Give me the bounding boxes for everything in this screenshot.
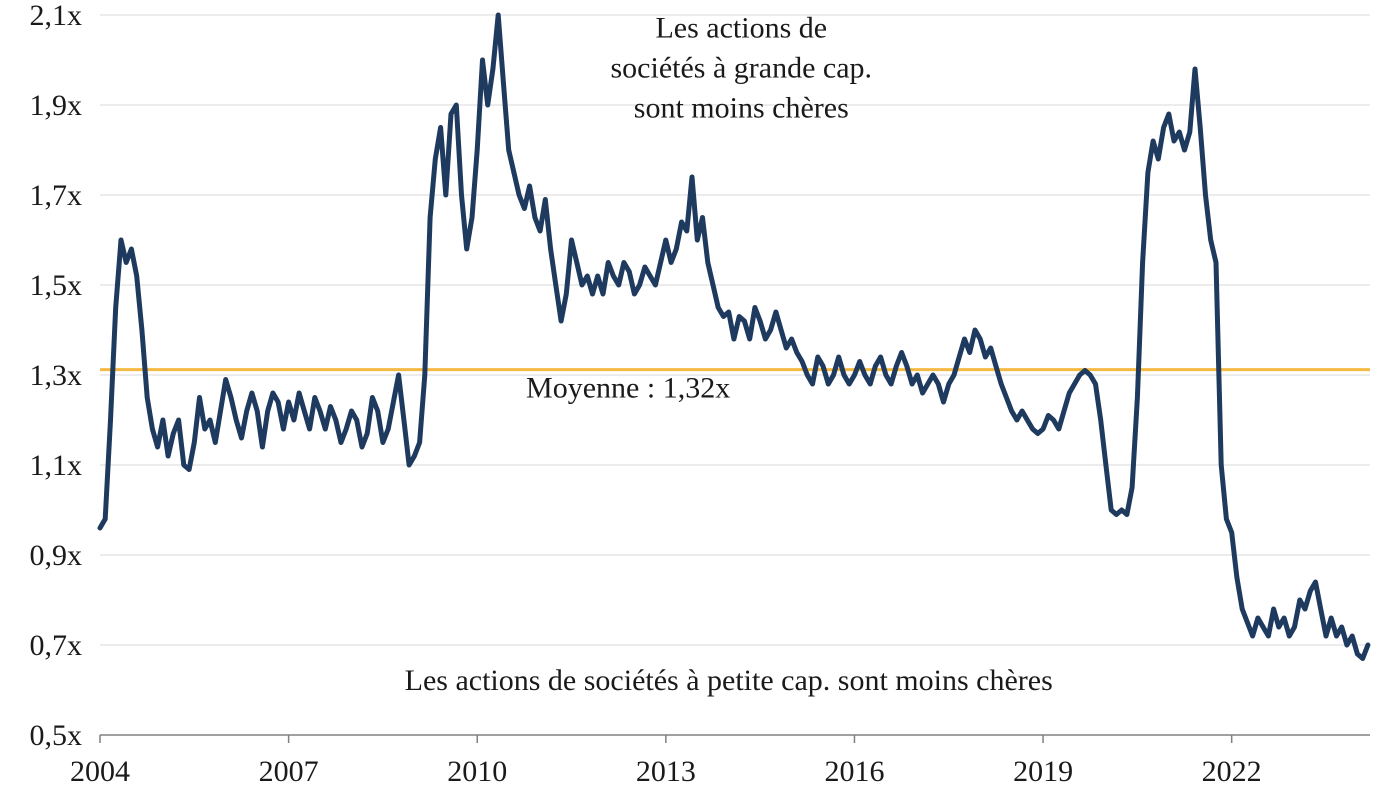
annotation-upper: sociétés à grande cap. — [611, 52, 873, 85]
y-tick-label: 1,1x — [30, 449, 83, 482]
line-chart: 0,5x 0,7x 0,9x 1,1x 1,3x 1,5x 1,7x 1,9x 2,1x 2004… — [0, 0, 1380, 800]
y-tick-label: 1,3x — [30, 359, 83, 392]
y-tick-label: 0,7x — [30, 629, 83, 662]
x-tick-label: 2019 — [1013, 755, 1073, 788]
y-tick-label: 0,9x — [30, 539, 83, 572]
y-tick-label: 1,9x — [30, 89, 83, 122]
y-tick-label: 1,5x — [30, 269, 83, 302]
y-tick-label: 2,1x — [30, 0, 83, 32]
x-tick-label: 2004 — [70, 755, 130, 788]
annotation-upper: Les actions de — [655, 12, 827, 45]
x-tick-label: 2022 — [1202, 755, 1262, 788]
x-tick-label: 2016 — [824, 755, 884, 788]
annotation-upper: sont moins chères — [634, 92, 849, 125]
x-tick-label: 2010 — [447, 755, 507, 788]
y-tick-label: 1,7x — [30, 179, 83, 212]
y-tick-label: 0,5x — [30, 719, 83, 752]
x-tick-label: 2013 — [636, 755, 696, 788]
annotation-avg: Moyenne : 1,32x — [526, 372, 730, 405]
annotation-lower: Les actions de sociétés à petite cap. so… — [405, 664, 1053, 697]
x-tick-label: 2007 — [259, 755, 319, 788]
chart-container: 0,5x 0,7x 0,9x 1,1x 1,3x 1,5x 1,7x 1,9x 2,1x 2004… — [0, 0, 1380, 800]
